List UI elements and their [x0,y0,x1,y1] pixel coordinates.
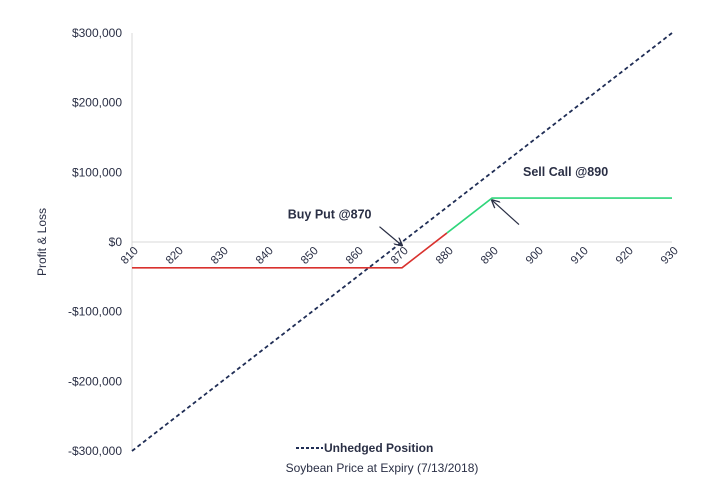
y-axis-title: Profit & Loss [35,208,49,276]
buy-put-label: Buy Put @870 [288,208,372,222]
x-tick-label: 830 [209,245,231,267]
x-tick-label: 820 [164,245,186,267]
x-tick-label: 920 [614,245,636,267]
y-tick-label: $100,000 [72,165,122,179]
legend-label-unhedged: Unhedged Position [324,441,433,455]
x-tick-label: 880 [434,245,456,267]
x-tick-labels: 810 820 830 840 850 860 870 880 890 900 910 920 930 [119,245,681,267]
buy-put-arrow [379,226,403,246]
sell-call-label: Sell Call @890 [523,165,608,179]
y-tick-labels: $300,000 $200,000 $100,000 $0 -$100,000 -$200… [68,26,122,458]
annotations: Buy Put @870 Sell Call @890 [288,165,608,245]
x-tick-label: 860 [344,245,366,267]
hedged-payoff-line-2 [446,197,672,234]
hedged-payoff-line-1 [132,232,448,269]
y-tick-label: $300,000 [72,26,122,40]
x-tick-label: 890 [479,245,501,267]
sell-call-arrow [492,200,520,226]
x-tick-label: 850 [299,245,321,267]
series-lines [131,32,673,452]
legend: Unhedged Position [296,441,433,455]
x-axis-title: Soybean Price at Expiry (7/13/2018) [286,461,479,475]
x-tick-label: 840 [254,245,276,267]
axes [131,33,672,451]
x-tick-label: 910 [569,245,591,267]
y-tick-label: -$100,000 [68,305,122,319]
y-tick-label: $200,000 [72,96,122,110]
y-tick-label: -$300,000 [68,444,122,458]
x-tick-label: 810 [119,245,141,267]
x-tick-label: 930 [659,245,681,267]
x-tick-label: 900 [524,245,546,267]
unhedged-position-line [131,32,673,452]
y-tick-label: -$200,000 [68,374,122,388]
y-tick-label: $0 [109,235,123,249]
